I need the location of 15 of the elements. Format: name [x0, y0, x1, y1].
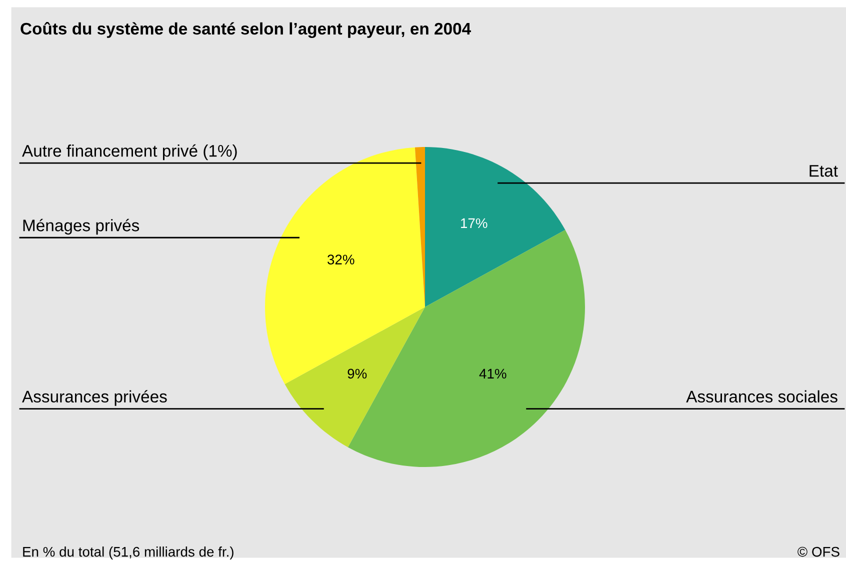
data-label: 17% — [461, 218, 488, 228]
data-label: 41% — [479, 368, 506, 379]
slice-label: Assurances sociales — [686, 390, 838, 403]
data-label: 9% — [348, 368, 367, 379]
slice-label: Autre financement privé (1%) — [22, 144, 237, 160]
slice-label: Assurances privées — [22, 390, 167, 406]
text: En % du total (51,6 milliards de fr.) — [23, 546, 234, 560]
data-label: 32% — [328, 254, 354, 264]
text: © OFS — [798, 546, 840, 557]
slice-label: Ménages privés — [23, 218, 140, 235]
slice-label: Etat — [810, 165, 838, 177]
pie-slice — [425, 147, 566, 307]
pie-slice — [284, 307, 425, 448]
pie-slice — [265, 147, 425, 384]
chart-title: Coûts du système de santé selon l’agent payeur, en 2004 — [20, 22, 472, 38]
